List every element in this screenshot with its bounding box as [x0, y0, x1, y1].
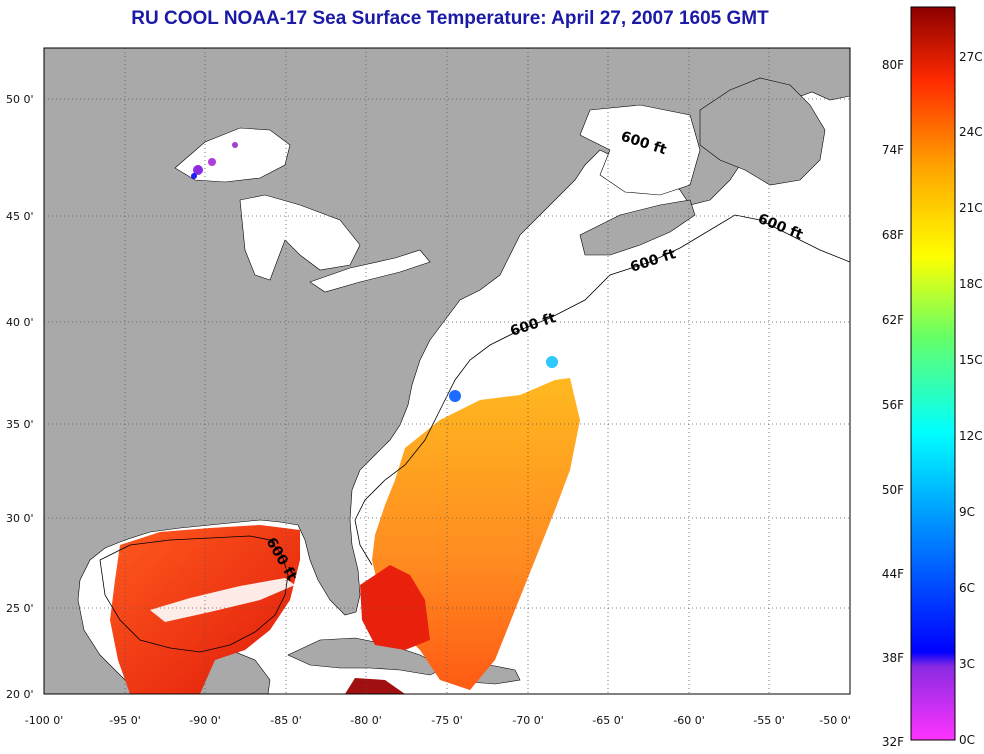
lon-tick-label: -80 0' [350, 714, 382, 727]
gulf-st-lawrence [579, 104, 701, 196]
lat-tick-label: 35 0' [6, 418, 34, 431]
colorbar-c-label: 27C [959, 50, 983, 64]
colorbar-f-label: 62F [882, 313, 904, 327]
colorbar-f-label: 32F [882, 735, 904, 749]
sst-florida-straits [360, 565, 430, 650]
contour-600ft-gulf [99, 535, 289, 653]
lon-tick-label: -50 0' [819, 714, 851, 727]
colorbar-c-label: 24C [959, 125, 983, 139]
lon-tick-label: -70 0' [512, 714, 544, 727]
map-title: RU COOL NOAA-17 Sea Surface Temperature:… [131, 8, 769, 29]
colorbar-c-label: 12C [959, 429, 983, 443]
colorbar-fahrenheit-labels: 80F 74F 68F 62F 56F 50F 44F 38F 32F [882, 58, 904, 749]
colorbar-c-label: 0C [959, 733, 975, 747]
colorbar-f-label: 38F [882, 651, 904, 665]
lon-tick-label: -90 0' [189, 714, 221, 727]
lat-tick-label: 45 0' [6, 210, 34, 223]
colorbar-c-label: 15C [959, 353, 983, 367]
colorbar-c-label: 3C [959, 657, 975, 671]
colorbar-c-label: 21C [959, 201, 983, 215]
lon-tick-label: -65 0' [592, 714, 624, 727]
lat-tick-label: 40 0' [6, 316, 34, 329]
sst-caribbean [345, 678, 405, 694]
lon-tick-label: -55 0' [753, 714, 785, 727]
land-nova-scotia [579, 199, 696, 256]
lat-tick-label: 20 0' [6, 688, 34, 701]
colorbar-f-label: 56F [882, 398, 904, 412]
lat-tick-label: 25 0' [6, 602, 34, 615]
colorbar-f-label: 74F [882, 143, 904, 157]
colorbar-f-label: 50F [882, 483, 904, 497]
colorbar-c-label: 9C [959, 505, 975, 519]
map-frame [43, 47, 851, 695]
land-newfoundland [699, 77, 826, 186]
longitude-labels: -100 0' -95 0' -90 0' -85 0' -80 0' -75 … [25, 714, 851, 727]
lake-superior [174, 127, 291, 183]
lat-tick-label: 50 0' [6, 93, 34, 106]
colorbar [910, 6, 956, 741]
lon-tick-label: -100 0' [25, 714, 63, 727]
lon-tick-label: -85 0' [270, 714, 302, 727]
sst-cool-patch-cape-hatteras [449, 390, 461, 402]
colorbar-c-label: 18C [959, 277, 983, 291]
lon-tick-label: -75 0' [431, 714, 463, 727]
map-content: 600 ft 600 ft 600 ft 600 ft 600 ft [44, 48, 850, 694]
latitude-labels: 50 0' 45 0' 40 0' 35 0' 30 0' 25 0' 20 0… [6, 93, 34, 701]
lat-tick-label: 30 0' [6, 512, 34, 525]
lake-erie-ontario [309, 249, 431, 293]
lon-tick-label: -95 0' [109, 714, 141, 727]
lake-michigan-huron [239, 194, 361, 281]
contour-600ft-shelf [354, 214, 850, 566]
colorbar-celsius-labels: 27C 24C 21C 18C 15C 12C 9C 6C 3C 0C [959, 50, 983, 747]
lon-tick-label: -60 0' [673, 714, 705, 727]
colorbar-f-label: 80F [882, 58, 904, 72]
sst-gulf-cool-band [150, 578, 295, 622]
colorbar-c-label: 6C [959, 581, 975, 595]
sst-cool-patch-offshore [546, 356, 558, 368]
colorbar-f-label: 44F [882, 567, 904, 581]
colorbar-f-label: 68F [882, 228, 904, 242]
